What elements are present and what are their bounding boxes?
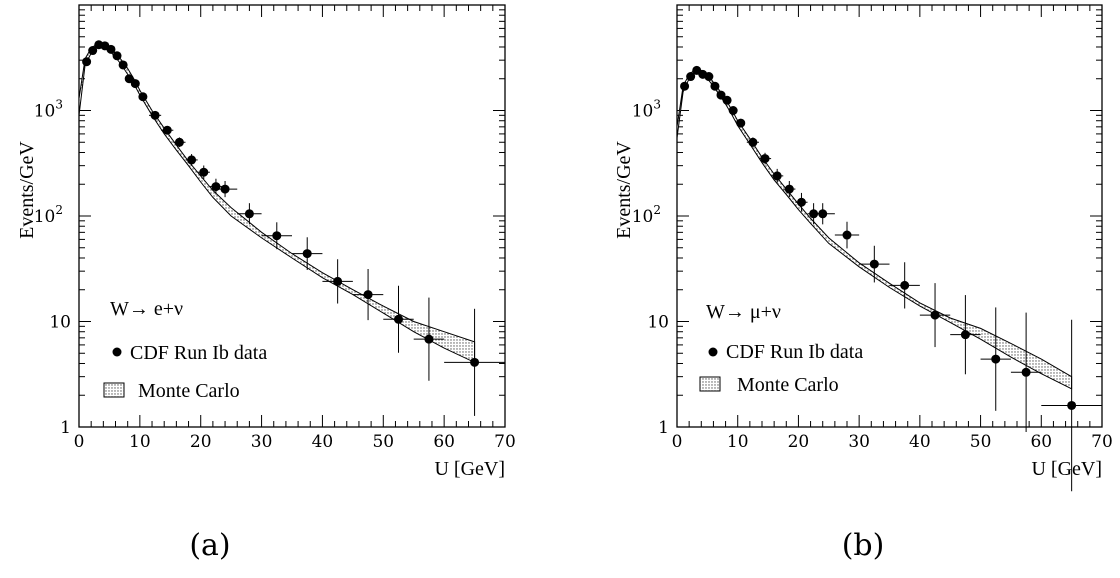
panel-b-data-point	[869, 259, 879, 269]
panel-a: 0 10 20 30 40 50 60 70 1 10 102 103 Events/GeV U [G…	[16, 4, 516, 563]
panel-a-legend-process: W→ e+ν	[110, 298, 183, 320]
panel-a-data-point	[424, 334, 434, 344]
panel-a-data-point	[118, 60, 128, 70]
panel-b-y-tick-label: 103	[632, 98, 661, 122]
panel-b-y-tick-label: 10	[647, 313, 669, 333]
panel-a-x-tick-label: 0	[74, 432, 85, 452]
panel-a-data-point	[130, 79, 140, 89]
panel-a-data-point	[187, 155, 197, 165]
panel-a-data-point	[244, 209, 254, 219]
panel-a-plot-area: 0 10 20 30 40 50 60 70 1 10 102 103	[34, 4, 516, 452]
panel-b-data-point	[1021, 367, 1031, 377]
panel-b-x-tick-label: 30	[848, 432, 870, 452]
panel-b-legend-mc-swatch	[699, 376, 721, 392]
panel-b-x-tick-label: 10	[727, 432, 749, 452]
panel-b-caption: (b)	[842, 528, 885, 563]
panel-b-data-point	[680, 81, 690, 91]
panel-a-data-point	[302, 249, 312, 259]
panel-a-data-point	[333, 276, 343, 286]
panel-a-data-point	[174, 137, 184, 147]
panel-b-data-point	[686, 72, 696, 82]
panel-b-data-point	[710, 81, 720, 91]
panel-b-data-point	[784, 184, 794, 194]
panel-b-legend-data-marker	[708, 347, 718, 357]
panel-a-data-point	[112, 51, 122, 61]
panel-b-data-point	[900, 280, 910, 290]
panel-a-data-point	[220, 184, 230, 194]
panel-a-y-tick-label: 10	[49, 313, 71, 333]
panel-a-data-point	[272, 231, 282, 241]
panel-a-x-tick-label: 10	[129, 432, 151, 452]
panel-b-legend-mc-label: Monte Carlo	[737, 374, 839, 396]
panel-a-x-tick-label: 30	[251, 432, 273, 452]
panel-a-legend-data-marker	[112, 347, 122, 357]
panel-b-data-point	[736, 118, 746, 128]
panel-b-x-tick-label: 40	[909, 432, 931, 452]
panel-a-xlabel: U [GeV]	[434, 458, 505, 480]
panel-a-data-point	[199, 167, 209, 177]
panel-a-x-tick-label: 40	[312, 432, 334, 452]
panel-b-ylabel: Events/GeV	[613, 141, 635, 239]
panel-b-data-point	[722, 95, 732, 105]
panel-b-data-point	[796, 197, 806, 207]
panel-b-data-point	[1067, 400, 1077, 410]
panel-a-data-point	[150, 110, 160, 120]
panel-b-y-tick-label: 102	[632, 203, 661, 227]
panel-a-y-tick-label: 1	[60, 418, 71, 438]
panel-a-caption: (a)	[189, 528, 230, 563]
panel-b-xlabel: U [GeV]	[1031, 458, 1102, 480]
panel-b-data-point	[842, 230, 852, 240]
panel-b-x-tick-label: 50	[970, 432, 992, 452]
panel-b-x-tick-label: 20	[788, 432, 810, 452]
panel-a-legend-mc-label: Monte Carlo	[138, 380, 240, 402]
panel-a-x-tick-label: 70	[494, 432, 516, 452]
panel-b-data-point	[760, 154, 770, 164]
panel-a-data-point	[363, 290, 373, 300]
panel-b-data-point	[930, 310, 940, 320]
panel-a-data-point	[82, 57, 92, 67]
panel-b-data-point	[748, 137, 758, 147]
panel-b-data-point	[818, 209, 828, 219]
panel-a-ylabel: Events/GeV	[16, 141, 38, 239]
panel-b-legend-data-label: CDF Run Ib data	[726, 341, 863, 363]
panel-a-x-tick-label: 60	[433, 432, 455, 452]
panel-b-x-tick-label: 0	[672, 432, 683, 452]
panel-a-legend-data-label: CDF Run Ib data	[130, 342, 267, 364]
panel-a-data-point	[394, 314, 403, 324]
panel-a-x-tick-label: 50	[372, 432, 394, 452]
panel-a-data-point	[106, 44, 116, 54]
panel-a-x-tick-label: 20	[190, 432, 212, 452]
panel-b-data-point	[960, 330, 970, 340]
panel-b-data-point	[772, 171, 782, 181]
panel-b-legend: W→ μ+ν CDF Run Ib data Monte Carlo	[699, 301, 863, 396]
panel-a-legend: W→ e+ν CDF Run Ib data Monte Carlo	[103, 298, 267, 402]
panel-b-plot-area: 0 10 20 30 40 50 60 70 1 10 102 103	[632, 4, 1113, 492]
panel-a-data-point	[124, 74, 134, 84]
panel-b-data-point	[716, 90, 726, 100]
panel-a-y-tick-label: 103	[34, 98, 63, 122]
panel-b-y-tick-label: 1	[658, 418, 669, 438]
panel-a-data-point	[138, 92, 148, 102]
panel-b-x-tick-label: 70	[1091, 432, 1113, 452]
panel-b-x-tick-label: 60	[1030, 432, 1052, 452]
panel-a-legend-mc-swatch	[103, 382, 125, 398]
panel-b-data-point	[991, 354, 1001, 364]
panel-b-legend-process: W→ μ+ν	[706, 301, 781, 323]
panel-b: 0 10 20 30 40 50 60 70 1 10 102 103 Events/GeV U [G…	[613, 4, 1113, 563]
panel-a-y-tick-label: 102	[34, 203, 63, 227]
panel-a-data-point	[211, 182, 221, 192]
panel-a-data-point	[470, 357, 480, 367]
panel-a-data-point	[88, 46, 98, 56]
panel-b-data-point	[704, 72, 714, 82]
panel-b-data-point	[728, 106, 738, 115]
panel-a-data-point	[162, 125, 172, 135]
